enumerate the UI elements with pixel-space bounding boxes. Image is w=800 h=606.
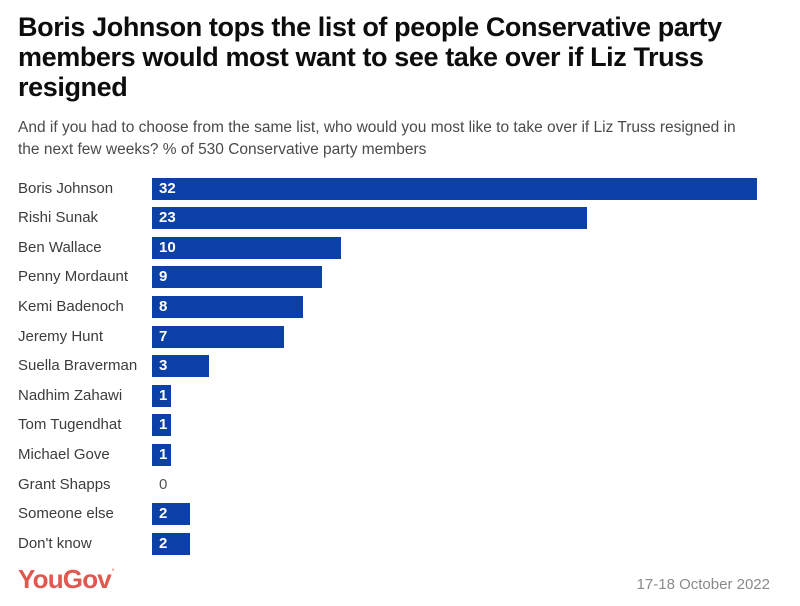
bar: 23	[152, 207, 587, 230]
category-label: Grant Shapps	[18, 475, 111, 493]
bar-track: 8	[152, 296, 757, 319]
bar: 32	[152, 177, 757, 200]
bar-value-label: 2	[159, 534, 168, 552]
bar-track: 2	[152, 503, 757, 526]
survey-date: 17-18 October 2022	[636, 576, 770, 593]
category-label: Ben Wallace	[18, 238, 102, 256]
yougov-logo-trademark: '	[111, 567, 114, 579]
bar-track: 1	[152, 414, 757, 437]
chart-header: Boris Johnson tops the list of people Co…	[0, 12, 800, 162]
bar-value-label: 0	[159, 475, 168, 493]
bar-track: 9	[152, 266, 757, 289]
bar-track: 2	[152, 532, 757, 555]
bar-row: Someone else 2	[18, 503, 800, 526]
bar-row: Rishi Sunak 23	[18, 207, 800, 230]
bar: 0	[152, 474, 757, 496]
bar-track: 1	[152, 384, 757, 407]
yougov-logo: YouGov'	[18, 564, 114, 594]
bar-value-label: 10	[159, 238, 176, 256]
bar-track: 0	[152, 474, 757, 496]
category-label: Michael Gove	[18, 445, 110, 463]
bar-value-label: 23	[159, 209, 176, 227]
bar-track: 1	[152, 443, 757, 466]
category-label: Penny Mordaunt	[18, 268, 129, 286]
category-label: Suella Braverman	[18, 357, 138, 375]
category-label: Nadhim Zahawi	[18, 386, 123, 404]
bar-value-label: 1	[159, 445, 168, 463]
bar: 3	[152, 355, 209, 378]
yougov-logo-text: YouGov	[18, 564, 112, 594]
bar: 2	[152, 532, 190, 555]
bar-row: Suella Braverman 3	[18, 355, 800, 378]
bar-row: Ben Wallace 10	[18, 236, 800, 259]
bar: 1	[152, 414, 171, 437]
bar-value-label: 9	[159, 268, 168, 286]
category-label: Someone else	[18, 505, 114, 523]
bar-track: 32	[152, 177, 757, 200]
category-label: Rishi Sunak	[18, 209, 99, 227]
bar-row: Kemi Badenoch 8	[18, 296, 800, 319]
bar: 9	[152, 266, 323, 289]
bar-track: 10	[152, 236, 757, 259]
chart-subtitle: And if you had to choose from the same l…	[18, 118, 736, 159]
category-label: Kemi Badenoch	[18, 298, 124, 316]
bar-row: Grant Shapps 0	[18, 474, 800, 496]
bar-row: Tom Tugendhat 1	[18, 414, 800, 437]
bar-track: 23	[152, 207, 757, 230]
bar: 10	[152, 236, 342, 259]
bar: 7	[152, 325, 285, 348]
chart-title: Boris Johnson tops the list of people Co…	[18, 12, 722, 103]
bar-value-label: 1	[159, 386, 168, 404]
bar-value-label: 32	[159, 179, 176, 197]
bar: 2	[152, 503, 190, 526]
chart-footer: YouGov' 17-18 October 2022	[18, 566, 770, 592]
category-label: Boris Johnson	[18, 179, 114, 197]
bar-row: Nadhim Zahawi 1	[18, 384, 800, 407]
bar-track: 7	[152, 325, 757, 348]
category-label: Don't know	[18, 534, 92, 552]
bar-value-label: 2	[159, 505, 168, 523]
bar-row: Jeremy Hunt 7	[18, 325, 800, 348]
bar-row: Michael Gove 1	[18, 443, 800, 466]
bar-chart: Boris Johnson 32 Rishi Sunak 23 Ben Wall…	[0, 177, 800, 555]
bar-value-label: 1	[159, 416, 168, 434]
bar-value-label: 7	[159, 327, 168, 345]
bar-row: Penny Mordaunt 9	[18, 266, 800, 289]
bar: 8	[152, 296, 304, 319]
bar-row: Boris Johnson 32	[18, 177, 800, 200]
bar-track: 3	[152, 355, 757, 378]
bar-row: Don't know 2	[18, 532, 800, 555]
bar-value-label: 3	[159, 357, 168, 375]
bar: 1	[152, 443, 171, 466]
bar-value-label: 8	[159, 298, 168, 316]
category-label: Jeremy Hunt	[18, 327, 104, 345]
category-label: Tom Tugendhat	[18, 416, 122, 434]
bar: 1	[152, 384, 171, 407]
